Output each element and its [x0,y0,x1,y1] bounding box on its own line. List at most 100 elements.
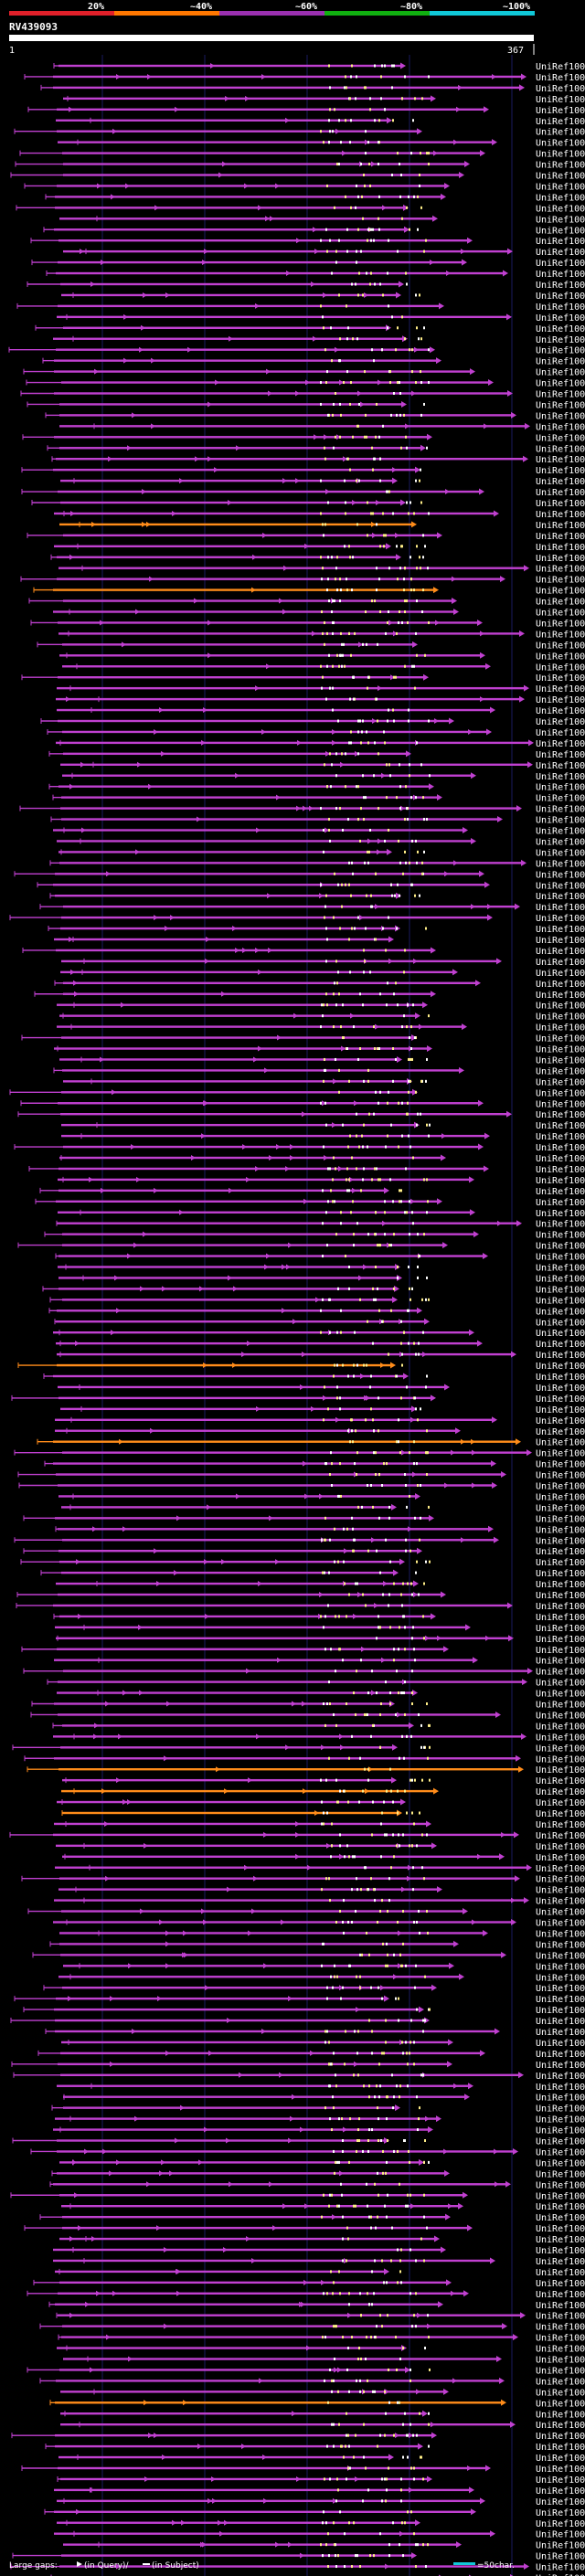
hit-arrow [496,958,502,965]
gap-marker [141,324,145,331]
identity-dot [323,2510,324,2514]
hit-bar [63,1145,478,1149]
identity-dot [372,1723,374,1727]
gap-marker [367,838,372,844]
identity-dot [384,108,386,111]
identity-dot [378,578,380,581]
gap-marker [358,1275,363,1281]
hit-label: UniRef100_B6Q5S9 [536,2443,585,2453]
gap-marker [413,958,418,964]
identity-dot [408,1341,410,1345]
identity-dot [403,413,405,417]
gap-marker [241,1352,246,1358]
identity-dot [391,315,393,319]
identity-dot [399,861,401,864]
hit-arrow [494,1536,499,1543]
hit-bar [59,1560,399,1564]
hit-bar [61,1910,463,1913]
identity-dot [393,2095,395,2099]
identity-dot [388,916,389,919]
identity-dot [322,1189,324,1193]
hit-bar [61,1123,414,1127]
identity-dot [349,1964,351,1967]
gap-marker [146,2181,151,2188]
identity-dot [393,1855,395,1859]
identity-dot [367,1549,369,1553]
hit-bar [54,370,470,373]
hit-arrow [397,1055,402,1063]
identity-dot [411,2325,413,2328]
hit-label: UniRef100_A0QIB2 [536,609,585,619]
hit-label: UniRef100_B4DET9 [536,2257,585,2267]
identity-dot [410,1778,411,1782]
identity-dot [362,1003,364,1007]
identity-dot [339,402,341,406]
gap-marker [139,1690,144,1696]
hit-arrow [437,532,442,539]
gap-marker [229,335,233,342]
gap-marker [405,423,410,429]
hit-label: UniRef100_Q95JC9-2 [536,827,585,837]
identity-dot [342,2215,344,2219]
identity-dot [402,2455,404,2459]
hit-label: UniRef100_B1WSW5 [536,2061,585,2071]
gap-marker [295,478,300,484]
identity-dot [350,119,352,122]
identity-dot [356,1451,358,1455]
identity-dot [416,326,418,330]
identity-dot [330,1975,332,1978]
gap-marker [165,292,170,298]
identity-dot [408,1079,410,1083]
hit-label: UniRef100_Q5QNH5 [536,302,585,313]
identity-dot [378,435,380,439]
identity-dot [384,2204,386,2208]
hit-arrow [419,2158,424,2166]
hit-label: UniRef100_Q73F15 [536,2530,585,2540]
identity-dot [392,119,394,122]
identity-dot [321,1822,323,1826]
hit-arrow [403,1373,409,1380]
gap-marker [69,2312,74,2318]
identity-dot [324,2379,325,2382]
gap-marker [319,1592,324,1597]
identity-dot [320,807,322,811]
identity-dot [403,1014,405,1018]
identity-dot [329,1702,331,1705]
identity-dot [378,1309,380,1312]
identity-dot [336,1396,338,1400]
hit-label: UniRef100_Q4G3P7 [536,1187,585,1197]
hit-arrow [406,750,411,758]
identity-dot [423,1178,425,1182]
gap-marker [315,1297,320,1303]
identity-dot [406,1211,408,1214]
identity-dot [380,75,382,79]
hit-label: UniRef100_A8I796 [536,390,585,400]
hit-arrow [437,1886,442,1893]
identity-dot [384,1833,386,1837]
identity-dot [400,2488,402,2492]
gap-marker [122,641,126,648]
hit-bar [58,2314,520,2316]
identity-dot [363,2084,365,2088]
hit-label: UniRef100_B6UDN6 [536,1690,585,1700]
gap-marker [427,2323,431,2329]
identity-dot [407,2510,409,2514]
identity-dot [418,1352,420,1356]
gap-marker [208,2050,213,2056]
identity-dot [404,850,406,853]
hit-arrow [431,95,436,102]
identity-dot [410,501,411,504]
identity-dot [348,1756,350,1760]
identity-dot [334,1363,335,1367]
identity-dot [343,1789,345,1793]
hit-label: UniRef100_Q0HMS6 [536,2290,585,2300]
identity-dot [413,2314,415,2317]
identity-dot [356,75,357,79]
identity-dot [425,1385,427,1389]
hit-bar [56,458,523,461]
identity-dot [367,141,369,144]
gap-marker [371,161,376,167]
identity-dot [370,894,372,897]
scale-swatch [453,2562,475,2565]
